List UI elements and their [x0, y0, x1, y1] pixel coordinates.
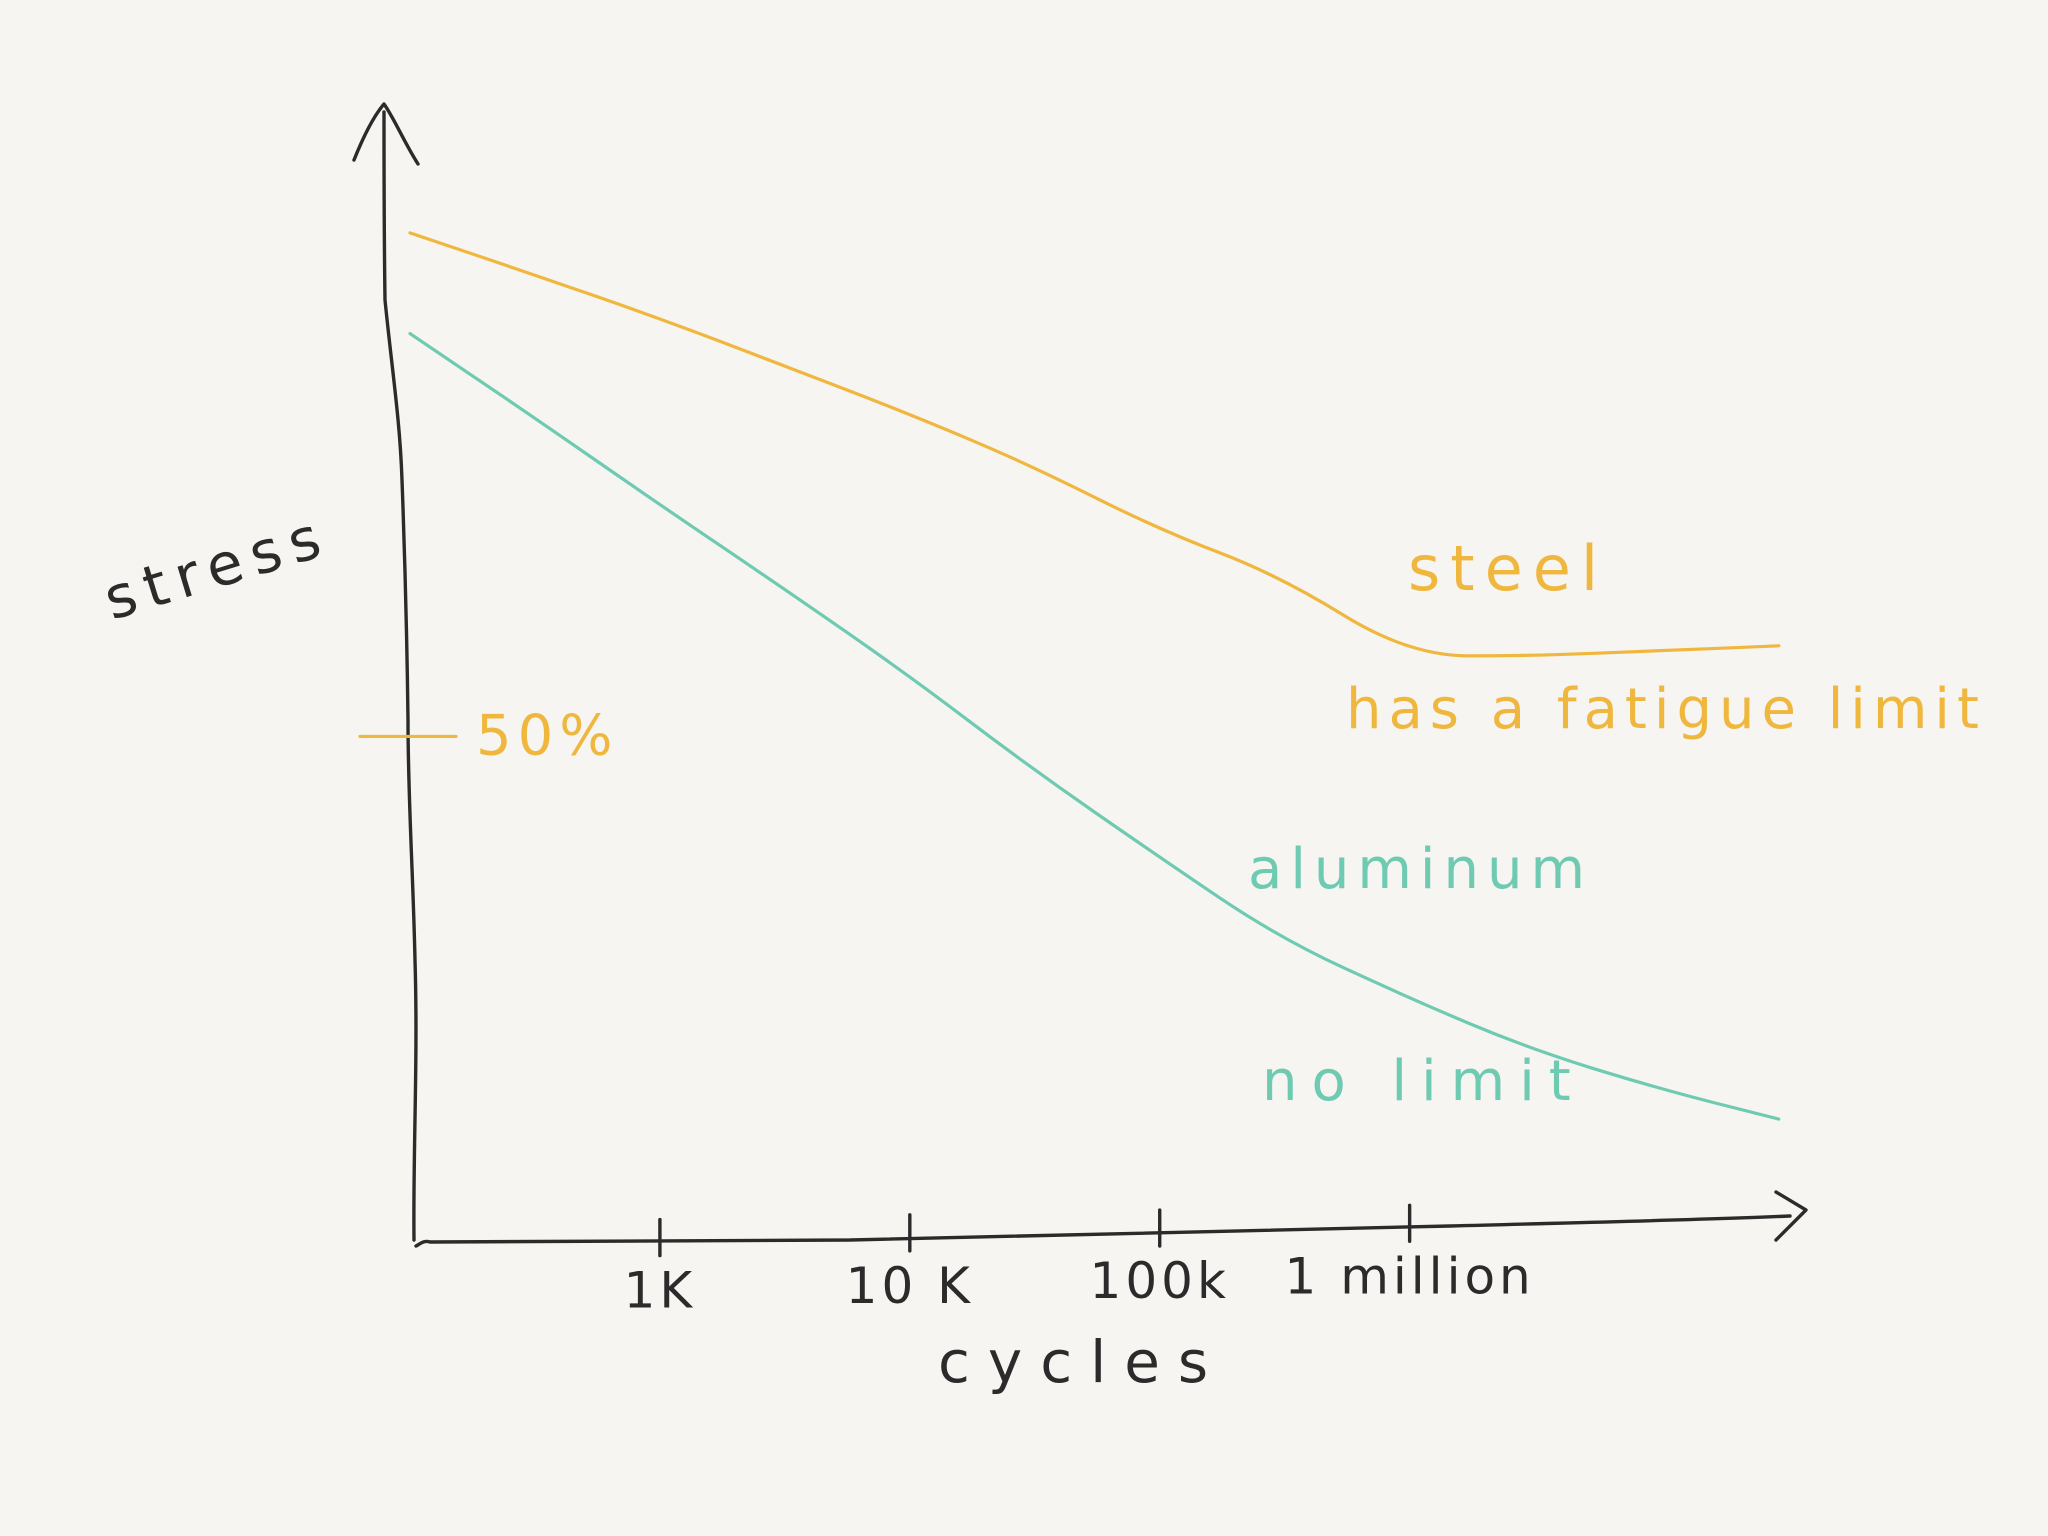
y-tick-label: 50% — [476, 703, 618, 768]
y-axis-arrowhead — [352, 102, 420, 166]
series-group — [408, 231, 1781, 1121]
annotation-has-a-fatigue-limit: has a fatigue limit — [1346, 677, 1986, 742]
x-axis-title: cycles — [938, 1328, 1226, 1396]
x-axis-arrowhead — [1774, 1190, 1808, 1242]
y-axis-title: stress — [96, 501, 337, 634]
x-axis-line — [414, 1214, 1792, 1248]
x-tick-label: 10 K — [846, 1257, 974, 1315]
annotation-aluminum: aluminum — [1248, 837, 1593, 902]
annotation-steel: steel — [1408, 532, 1608, 605]
series-line-aluminum — [408, 332, 1781, 1121]
x-ticks-group: 1K 10 K 100k 1 million — [624, 1203, 1534, 1320]
annotation-no-limit: no limit — [1262, 1049, 1585, 1114]
x-tick-label: 100k — [1090, 1252, 1230, 1310]
x-tick-label: 1K — [624, 1262, 697, 1320]
series-line-steel — [408, 231, 1781, 658]
y-ticks-group: 50% — [358, 703, 618, 768]
x-tick-label: 1 million — [1284, 1247, 1534, 1305]
y-axis-line — [382, 110, 418, 1242]
